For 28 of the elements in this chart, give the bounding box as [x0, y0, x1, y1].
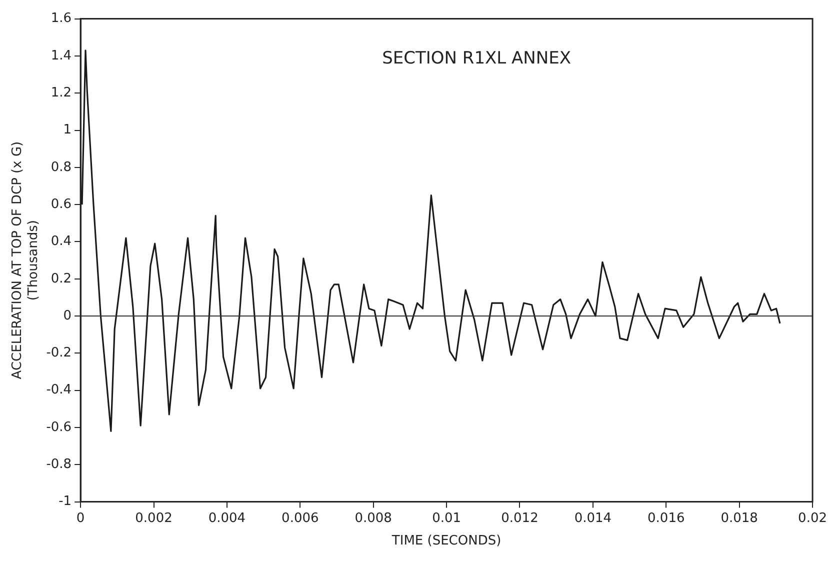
- y-axis-title: ACCELERATION AT TOP OF DCP (x G) (Thousands): [10, 141, 41, 380]
- x-tick-label: 0.006: [282, 510, 319, 526]
- x-tick-label: 0.02: [798, 510, 828, 526]
- y-tick-label: -0.6: [46, 420, 72, 435]
- x-tick-label: 0.01: [432, 510, 462, 526]
- y-tick-label: 0.8: [50, 160, 72, 175]
- y-tick-label: 1.2: [50, 85, 72, 100]
- text: SECTION R1XL ANNEX: [382, 48, 572, 69]
- y-tick-label: 0.6: [50, 196, 72, 212]
- y-tick-label: 0.4: [50, 234, 72, 250]
- y-tick-label: 0.2: [50, 271, 72, 286]
- y-tick-label: 1.4: [50, 48, 72, 64]
- y-tick-label: -1: [58, 494, 72, 510]
- x-tick-label: 0.002: [135, 510, 172, 526]
- y-tick-label: -0.2: [46, 346, 72, 361]
- x-tick-label: 0.016: [648, 510, 685, 526]
- y-tick-label: -0.4: [46, 382, 72, 398]
- x-tick-label: 0.004: [208, 510, 246, 526]
- x-tick-label: 0.008: [354, 510, 392, 526]
- y-tick-label: -0.8: [46, 457, 72, 472]
- x-axis-title: TIME (SECONDS): [390, 534, 502, 549]
- y-tick-label: 0: [63, 308, 72, 324]
- y-tick-label: 1.6: [50, 11, 72, 26]
- x-tick-label: 0.012: [501, 510, 538, 526]
- x-tick-label: 0.014: [574, 510, 612, 526]
- x-tick-label: 0: [76, 510, 85, 526]
- y-tick-label: 1: [63, 122, 72, 138]
- x-tick-label: 0.018: [720, 510, 758, 526]
